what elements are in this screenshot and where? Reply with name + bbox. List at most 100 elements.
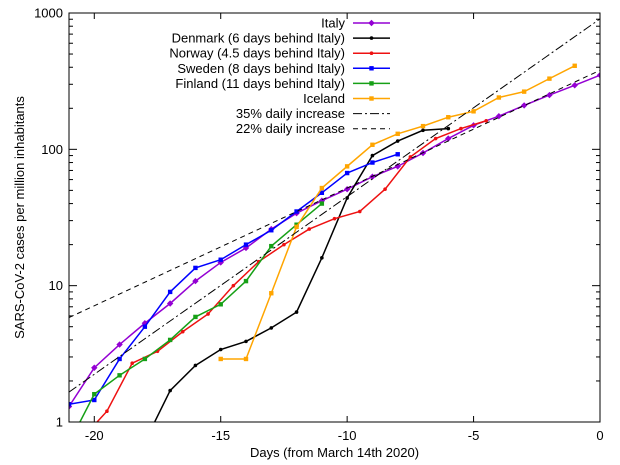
series-line [69, 153, 398, 405]
data-point [231, 283, 236, 288]
data-point [344, 164, 350, 169]
trend-line [69, 18, 600, 393]
data-point [294, 310, 299, 314]
legend-label: 22% daily increase [236, 121, 345, 136]
data-point [105, 409, 109, 414]
data-point [495, 112, 503, 120]
data-point [91, 364, 98, 371]
legend-label: 35% daily increase [236, 106, 345, 121]
legend-item-iceland: Iceland [303, 91, 390, 106]
data-point [370, 160, 375, 165]
legend-marker [369, 96, 374, 101]
data-point [421, 128, 425, 133]
data-point [242, 244, 250, 252]
data-point [395, 139, 400, 143]
legend-item-denmark-6-days-behind-italy: Denmark (6 days behind Italy) [172, 31, 390, 46]
data-point [193, 363, 198, 368]
data-point [571, 82, 578, 89]
x-tick-label: -15 [211, 428, 230, 443]
data-point [345, 196, 349, 200]
data-point [148, 430, 152, 434]
x-tick-label: -10 [338, 428, 357, 443]
x-tick-label: 0 [596, 428, 603, 443]
data-point [77, 461, 81, 465]
data-point [282, 242, 286, 247]
legend-item-35-daily-increase: 35% daily increase [236, 106, 390, 121]
data-point [269, 243, 274, 249]
legend-label: Finland (11 days behind Italy) [175, 76, 345, 91]
legend-marker [369, 51, 374, 55]
x-axis-label: Days (from March 14th 2020) [250, 445, 419, 460]
legend-marker [369, 36, 374, 40]
data-point [332, 216, 337, 221]
data-point [130, 361, 135, 365]
y-tick-label: 100 [41, 142, 63, 157]
plot-area-frame [68, 12, 601, 423]
legend-label: Sweden (8 days behind Italy) [177, 61, 345, 76]
legend-marker [369, 81, 374, 86]
data-point [408, 155, 413, 159]
data-point [344, 170, 350, 176]
data-point [218, 356, 223, 362]
data-point [445, 135, 452, 142]
data-point [596, 71, 600, 79]
data-point [319, 185, 325, 191]
data-point [294, 224, 299, 230]
data-point [244, 339, 248, 344]
data-point [193, 314, 198, 320]
legend-item-22-daily-increase: 22% daily increase [236, 121, 390, 136]
x-tick-label: -5 [468, 428, 480, 443]
data-point [459, 126, 463, 131]
data-point [446, 126, 451, 131]
data-point [320, 256, 324, 260]
data-point [92, 397, 97, 403]
data-point [484, 118, 489, 123]
data-point [395, 131, 400, 136]
trend-line [69, 69, 600, 318]
data-point [180, 329, 185, 334]
data-point [269, 326, 274, 330]
data-point [420, 123, 426, 129]
legend-label: Norway (4.5 days behind Italy) [169, 46, 345, 61]
data-point [142, 356, 148, 362]
y-tick-label: 1000 [34, 6, 63, 21]
data-point [520, 102, 528, 109]
data-point [218, 257, 223, 262]
y-tick-label: 10 [49, 278, 63, 293]
data-point [243, 278, 249, 284]
data-point [218, 347, 223, 352]
data-point [319, 201, 325, 206]
data-point [471, 109, 476, 114]
y-axis-label: SARS-CoV-2 cases per million inhabitants [12, 96, 27, 339]
legend-label: Italy [321, 16, 345, 31]
data-point [370, 142, 375, 147]
series-layer [67, 18, 600, 465]
tick-layer: -20 -15 -10 -5 0 1 10 100 1000 [34, 6, 604, 444]
data-point [294, 209, 299, 214]
legend-item-finland-11-days-behind-italy: Finland (11 days behind Italy) [175, 76, 390, 91]
data-point [92, 423, 96, 427]
data-point [319, 190, 325, 195]
y-tick-label: 1 [56, 415, 63, 430]
data-point [269, 291, 274, 296]
data-point [69, 402, 72, 407]
data-point [192, 277, 199, 285]
data-point [142, 324, 148, 329]
series-22-daily-increase [69, 69, 600, 318]
data-point [193, 265, 198, 271]
data-point [383, 187, 387, 192]
legend-marker [369, 66, 374, 71]
data-point [357, 209, 362, 214]
legend-item-sweden-8-days-behind-italy: Sweden (8 days behind Italy) [177, 61, 390, 76]
data-point [218, 302, 223, 307]
data-point [117, 356, 122, 362]
series-line [96, 120, 487, 422]
series-norway-4-5-days-behind-italy [77, 118, 489, 465]
data-point [67, 441, 71, 445]
legend-item-italy: Italy [321, 16, 390, 31]
data-point [168, 388, 172, 393]
data-point [92, 391, 97, 397]
data-point [343, 186, 351, 193]
data-point [116, 341, 123, 348]
